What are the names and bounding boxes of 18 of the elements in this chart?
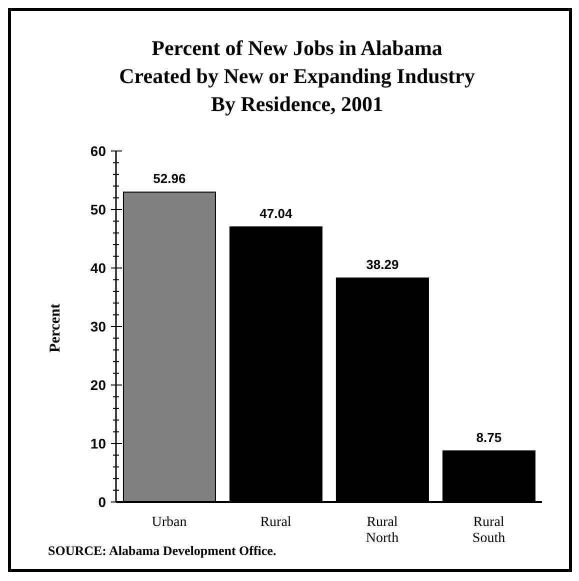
y-tick-label: 10 [90,435,106,452]
source-note: SOURCE: Alabama Development Office. [48,543,276,558]
y-tick-label: 50 [90,201,106,218]
y-tick-label: 20 [90,376,106,393]
x-tick-label: Rural South [472,515,506,546]
y-tick-label: 30 [90,318,106,334]
x-tick-label: Rural North [366,515,399,546]
y-tick-label: 40 [90,260,106,276]
x-tick-label: Urban [152,515,187,530]
y-tick-label: 0 [98,494,106,510]
data-label: 47.04 [260,206,293,221]
y-tick-label: 60 [90,142,106,159]
y-axis-title: Percent [47,304,64,352]
x-tick-label: Rural [260,515,292,530]
data-label: 52.96 [153,171,186,186]
chart-title: Percent of New Jobs in Alabama Created by New or Expanding Industry By Residence, 2001 [119,36,475,116]
data-label: 38.29 [366,257,399,272]
data-label: 8.75 [476,430,502,445]
